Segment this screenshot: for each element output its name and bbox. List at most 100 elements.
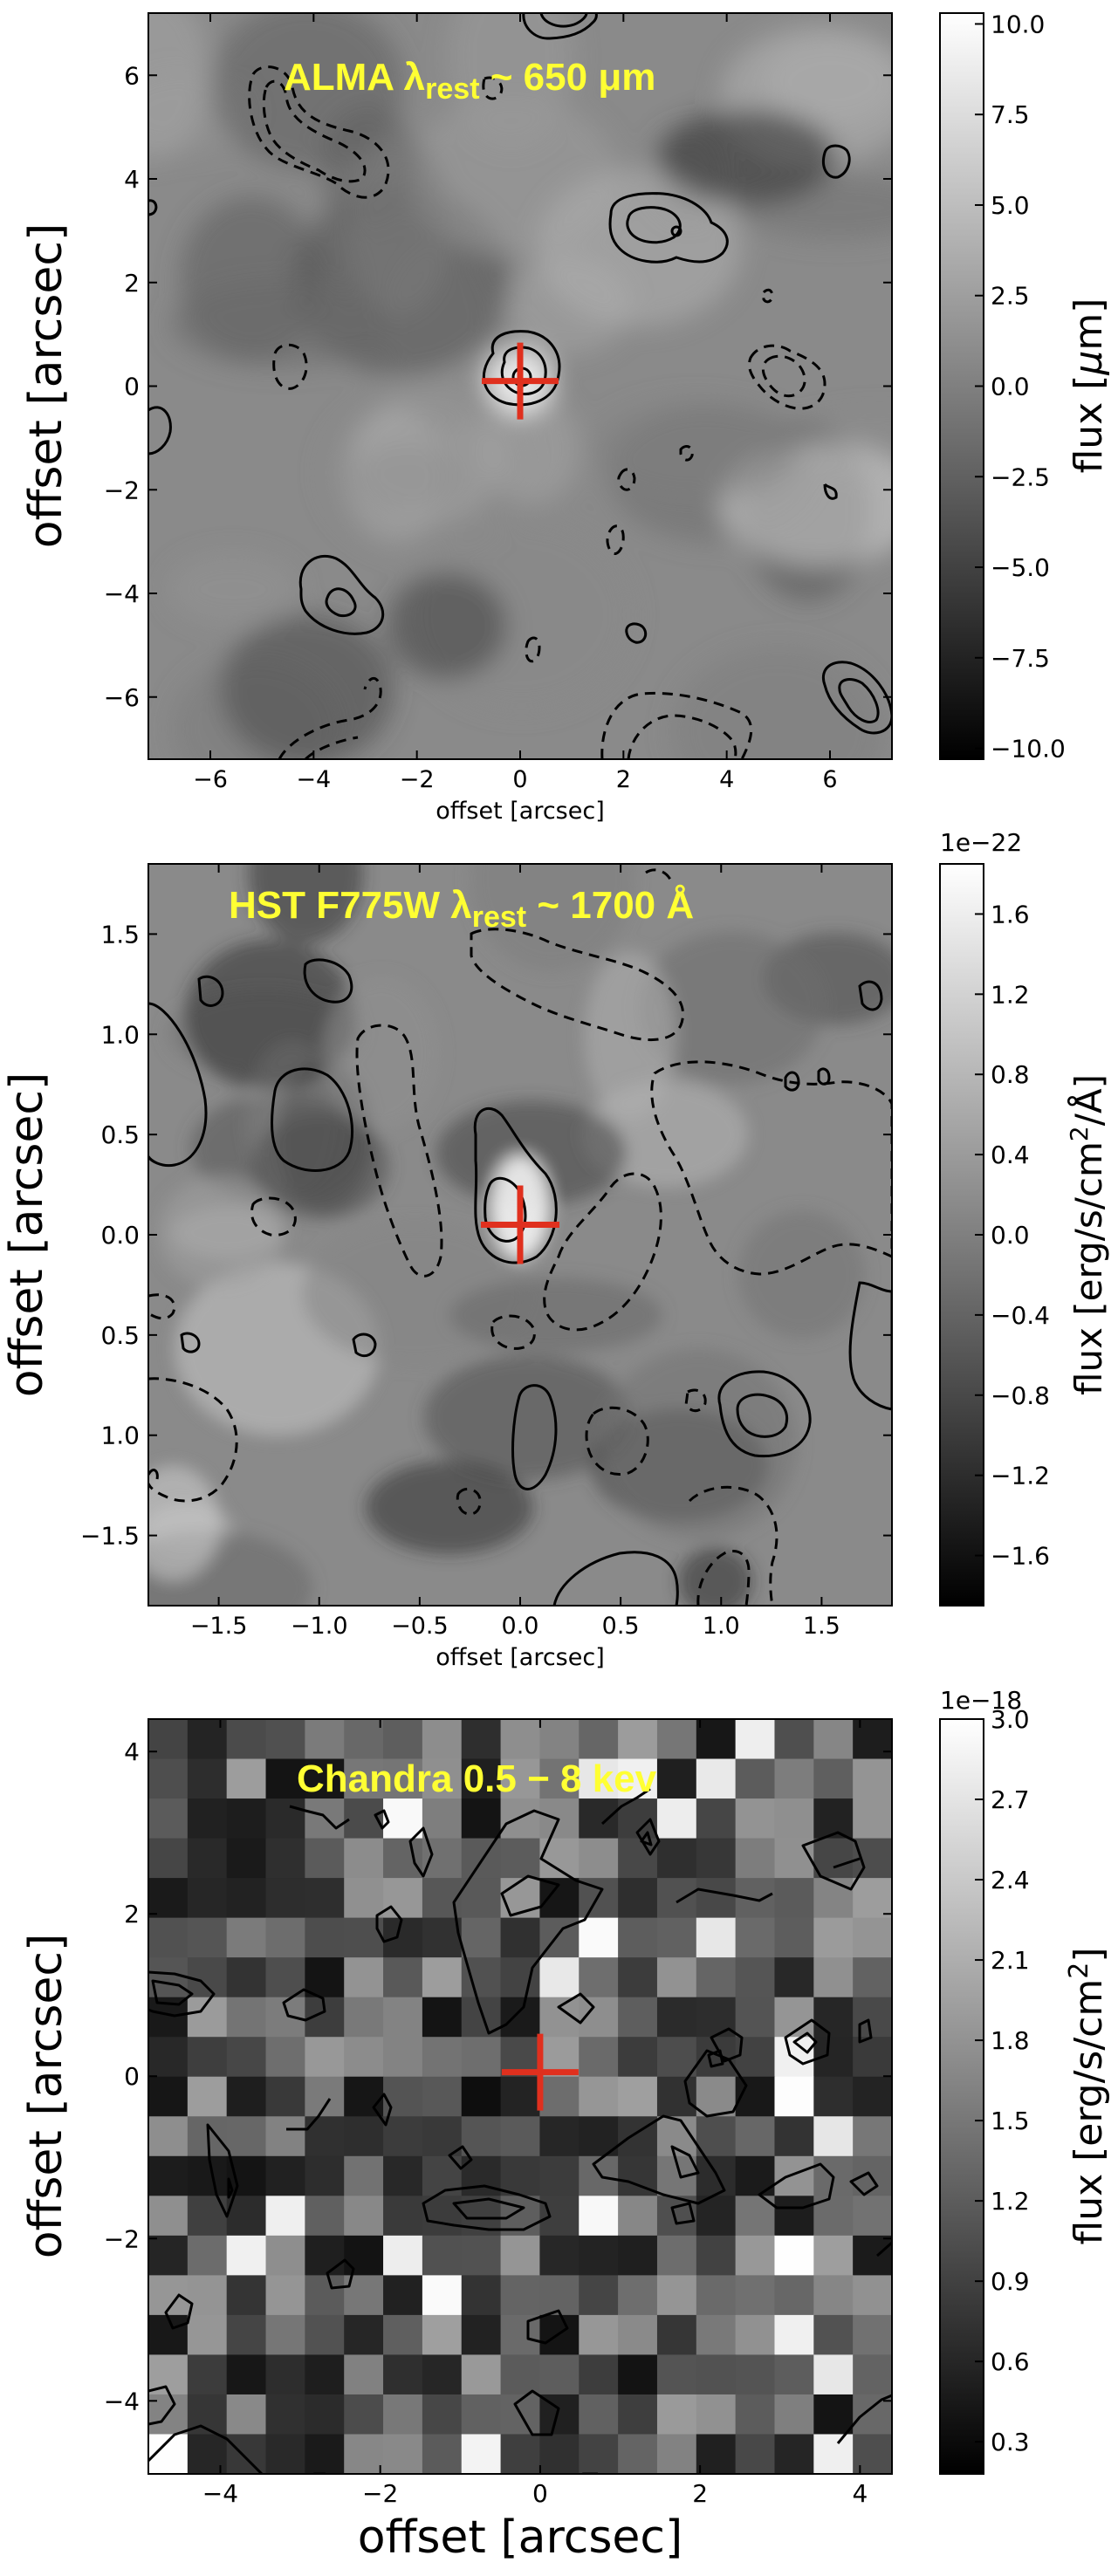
chandra-pixel xyxy=(305,2314,345,2356)
chandra-pixel xyxy=(383,2037,423,2078)
chandra-pixel xyxy=(305,1957,345,1998)
chandra-pixel xyxy=(344,2434,384,2474)
chandra-cbar-tick-label: 2.1 xyxy=(991,1946,1030,1975)
chandra-pixel xyxy=(618,1719,658,1760)
chandra-pixel xyxy=(656,2354,697,2395)
alma-xtick-label: 6 xyxy=(822,766,837,793)
chandra-pixel xyxy=(656,2076,697,2117)
chandra-pixel xyxy=(500,2314,541,2356)
chandra-pixel xyxy=(774,1878,814,1919)
alma-xlabel: offset [arcsec] xyxy=(436,798,604,825)
hst-cbar-tick-label: 0.0 xyxy=(991,1221,1030,1250)
chandra-pixel xyxy=(305,1838,345,1879)
alma-image-patch xyxy=(483,393,580,504)
hst-colorbar-label: flux [erg/s/cm2/Å] xyxy=(1065,1074,1110,1395)
chandra-pixel xyxy=(813,1719,854,1760)
chandra-pixel xyxy=(813,2434,854,2474)
alma-contours xyxy=(148,13,892,735)
chandra-ytick-label: 4 xyxy=(124,1737,140,1766)
chandra-pixel xyxy=(461,2037,502,2078)
chandra-pixel xyxy=(226,1838,267,1879)
chandra-pixel xyxy=(539,2275,580,2316)
hst-image-patch xyxy=(248,864,364,943)
chandra-pixel xyxy=(618,1878,658,1919)
chandra-colorbar xyxy=(939,1718,984,2475)
panel-hst: HST F775W λrest ~ 1700 Å −1.5 −1.0 −0.5 0.0… xyxy=(1,828,1110,1671)
chandra-pixel xyxy=(187,2076,228,2117)
chandra-pixel xyxy=(500,1719,541,1760)
alma-image-patch xyxy=(536,168,742,327)
chandra-pixel xyxy=(774,2434,814,2474)
chandra-pixel xyxy=(618,2275,658,2316)
chandra-pixel xyxy=(579,1719,619,1760)
chandra-ytick-label: 2 xyxy=(124,1900,140,1929)
chandra-pixel xyxy=(265,1758,305,1799)
chandra-pixel xyxy=(265,2354,305,2395)
chandra-pixel xyxy=(383,1838,423,1879)
chandra-pixel xyxy=(813,1997,854,2038)
hst-image-patch xyxy=(251,1113,389,1219)
hst-image-patch xyxy=(600,1348,798,1539)
chandra-pixel xyxy=(265,1798,305,1840)
chandra-pixel xyxy=(579,2037,619,2078)
chandra-pixel xyxy=(774,2235,814,2276)
chandra-pixel xyxy=(344,2116,384,2157)
chandra-pixel xyxy=(853,2116,892,2157)
chandra-pixel xyxy=(461,2434,502,2474)
chandra-pixel xyxy=(813,2235,854,2276)
chandra-pixel xyxy=(656,2275,697,2316)
chandra-pixel xyxy=(226,2037,267,2078)
chandra-pixel xyxy=(774,1758,814,1799)
chandra-pixel xyxy=(579,2076,619,2117)
chandra-pixel xyxy=(461,1838,502,1879)
chandra-pixel xyxy=(539,1957,580,1998)
chandra-pixel xyxy=(265,1878,305,1919)
chandra-pixel xyxy=(422,2434,463,2474)
chandra-pixel xyxy=(383,2434,423,2474)
alma-image-patch xyxy=(148,13,210,161)
hst-colorbar-exponent: 1e−22 xyxy=(940,828,1022,857)
chandra-pixel xyxy=(305,1719,345,1760)
chandra-pixel xyxy=(579,2275,619,2316)
hst-image-patch xyxy=(184,939,356,1092)
chandra-pixel xyxy=(696,1838,737,1879)
chandra-pixel xyxy=(696,2076,737,2117)
chandra-pixel xyxy=(461,2354,502,2395)
hst-ytick-label: 0.5 xyxy=(100,1321,140,1350)
chandra-pixel xyxy=(696,1917,737,1958)
chandra-pixel xyxy=(187,2314,228,2356)
chandra-pixel xyxy=(774,2196,814,2237)
chandra-pixel xyxy=(305,1878,345,1919)
chandra-pixel xyxy=(656,1719,697,1760)
chandra-pixel xyxy=(422,1997,463,2038)
chandra-cbar-tick-label: 1.8 xyxy=(991,2026,1030,2055)
chandra-pixel xyxy=(265,2076,305,2117)
chandra-pixel xyxy=(383,2155,423,2196)
chandra-pixel xyxy=(422,2235,463,2276)
chandra-pixel xyxy=(656,2314,697,2356)
chandra-cbar-tick-label: 0.9 xyxy=(991,2267,1030,2296)
chandra-pixel xyxy=(853,2037,892,2078)
chandra-pixel xyxy=(461,2235,502,2276)
chandra-pixel xyxy=(735,2394,776,2436)
alma-ytick-label: 0 xyxy=(124,373,140,401)
chandra-pixel xyxy=(305,2354,345,2395)
alma-image-patch xyxy=(658,108,837,205)
chandra-colorbar-exponent: 1e−18 xyxy=(940,1686,1022,1715)
hst-source-marker xyxy=(481,1185,559,1264)
chandra-pixel xyxy=(226,2354,267,2395)
chandra-pixel xyxy=(735,2116,776,2157)
alma-image-patch xyxy=(169,280,394,368)
chandra-pixel xyxy=(305,2037,345,2078)
hst-cbar-tick-label: 0.4 xyxy=(991,1141,1030,1169)
chandra-pixel xyxy=(539,2155,580,2196)
chandra-pixel xyxy=(344,2314,384,2356)
chandra-ytick-label: −4 xyxy=(104,2387,140,2415)
chandra-pixel xyxy=(735,1957,776,1998)
chandra-pixel xyxy=(344,2196,384,2237)
chandra-pixel xyxy=(305,2155,345,2196)
chandra-pixel xyxy=(853,2076,892,2117)
chandra-xtick-label: −2 xyxy=(362,2479,398,2508)
chandra-pixel xyxy=(148,2196,189,2237)
chandra-xtick-label: 2 xyxy=(692,2479,708,2508)
